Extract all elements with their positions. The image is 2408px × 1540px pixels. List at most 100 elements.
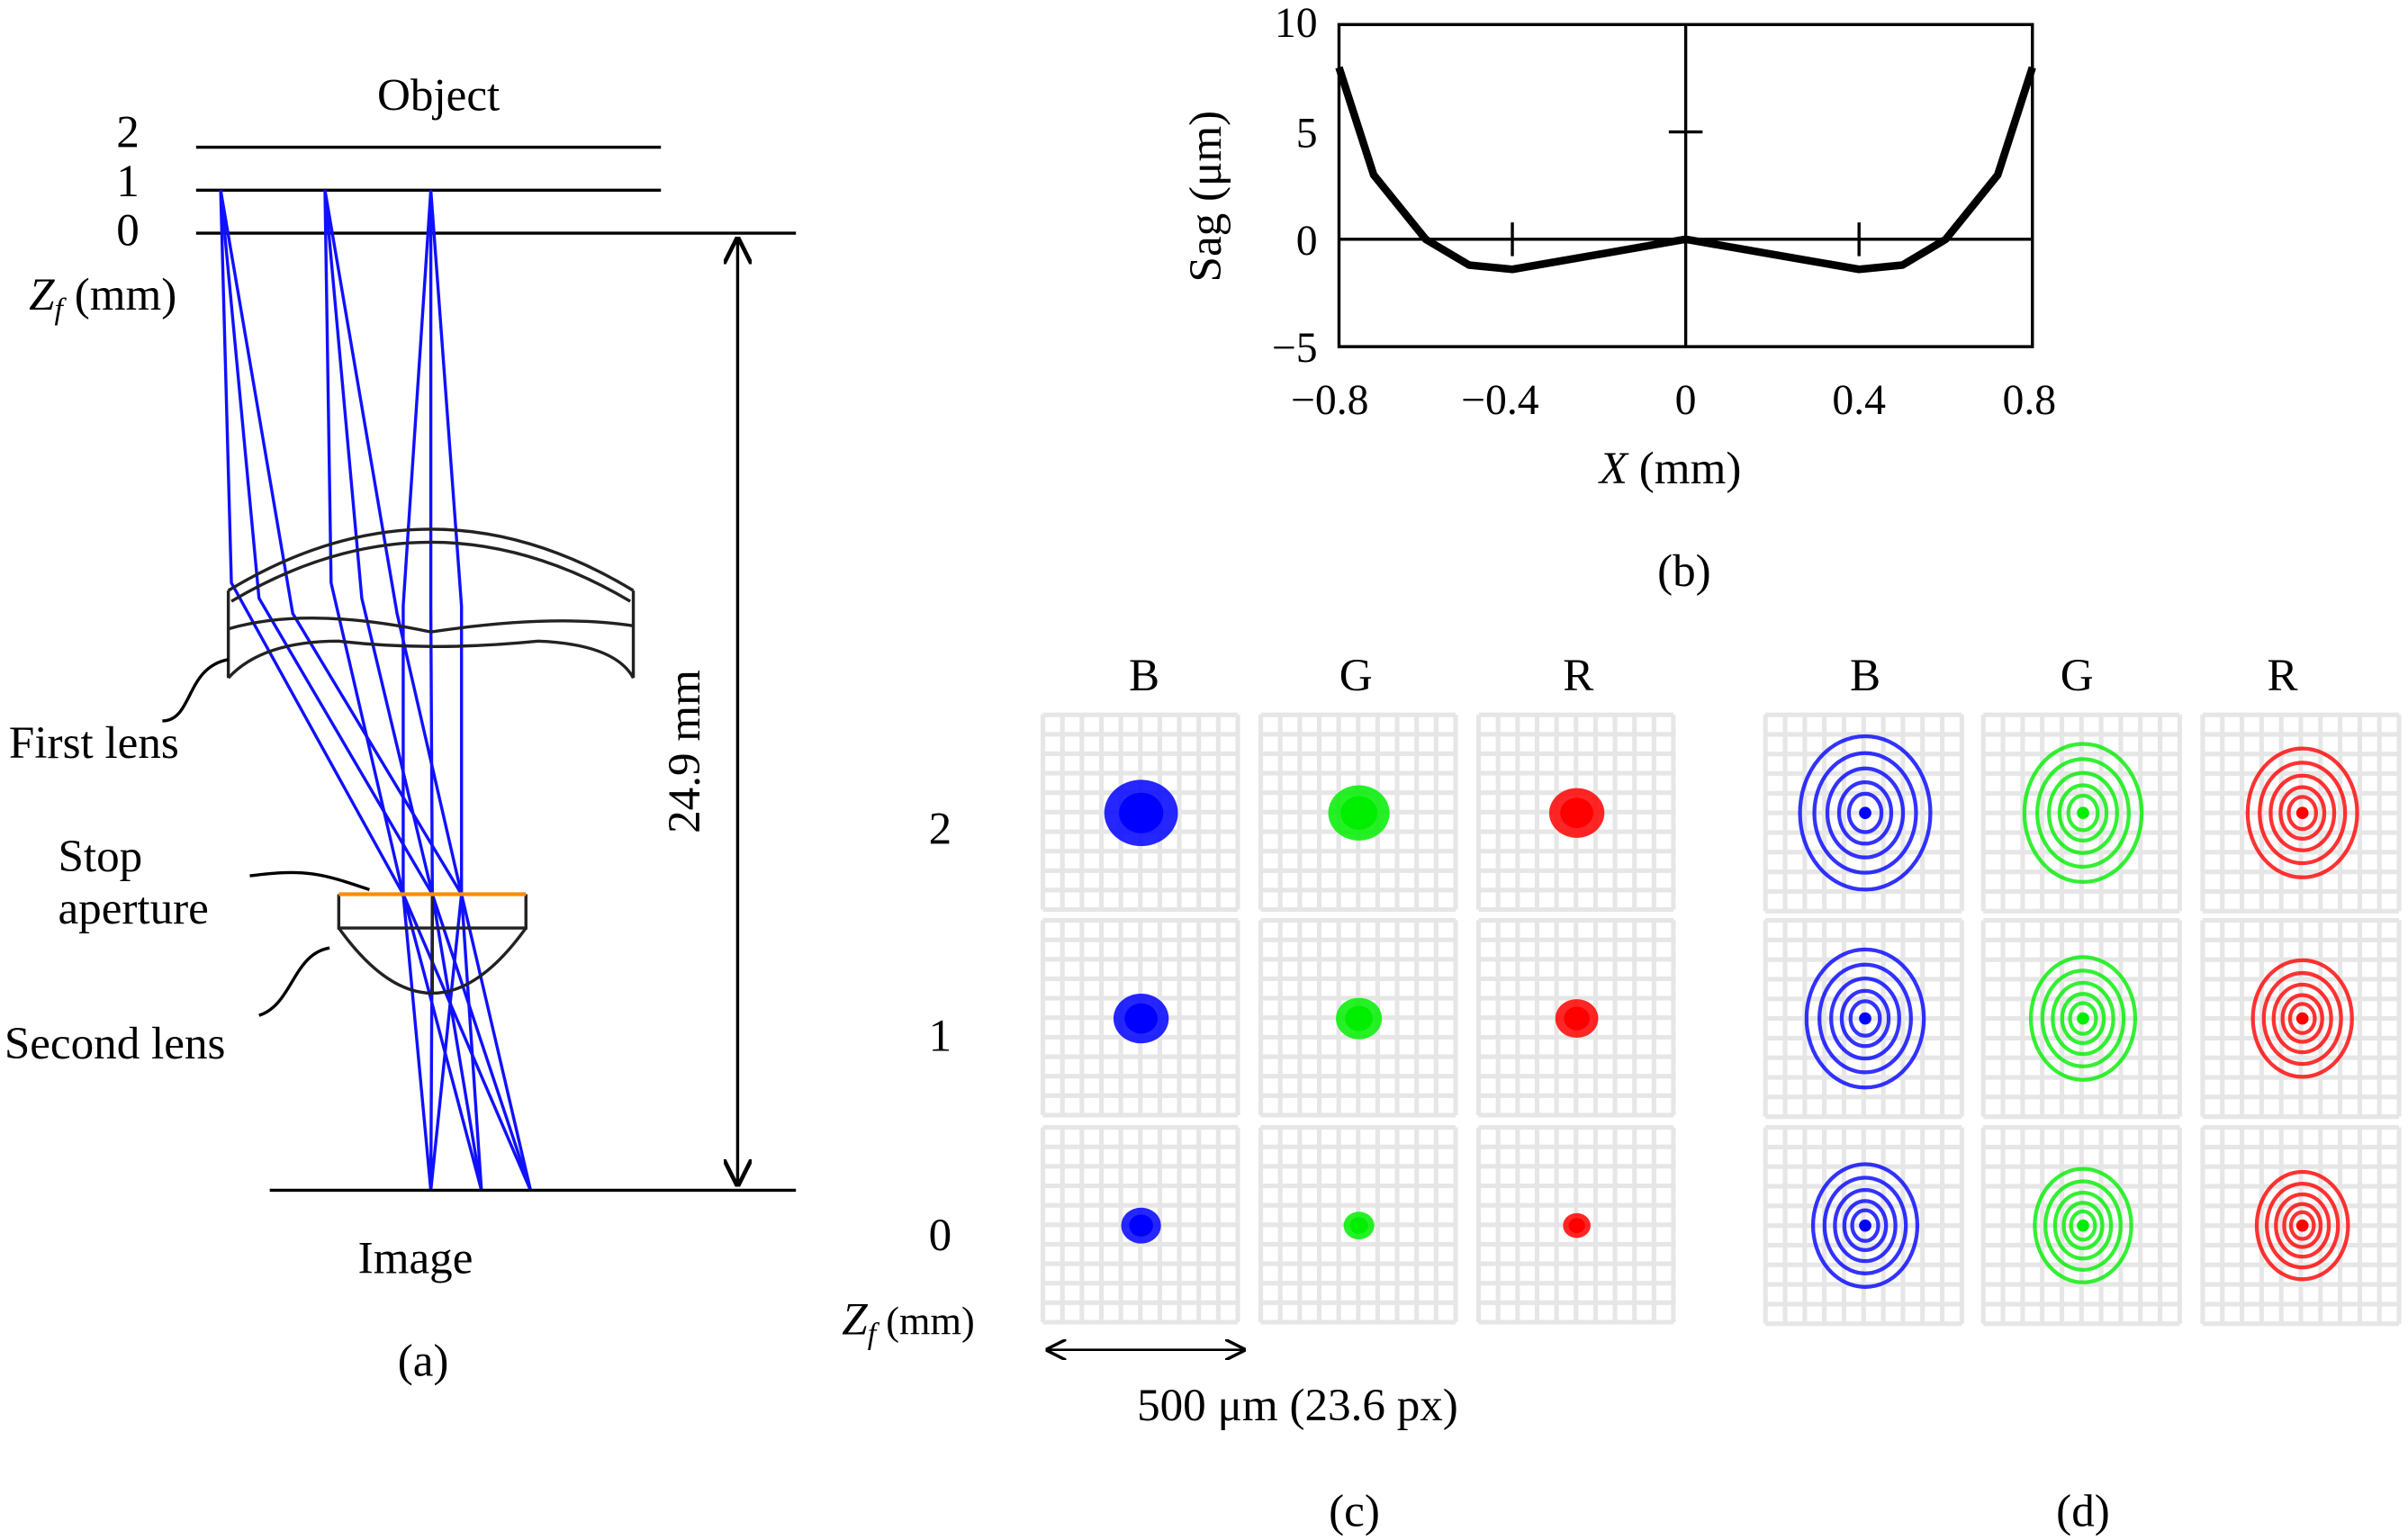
object-label: Object: [377, 70, 500, 122]
spot-core: [1349, 1217, 1368, 1235]
col-header-g-d: G: [2061, 650, 2094, 701]
ring: [2278, 785, 2327, 841]
col-header-g: G: [1339, 650, 1373, 701]
ring: [1829, 976, 1901, 1061]
light-ray: [428, 190, 435, 1191]
ring: [2043, 1179, 2123, 1272]
grid-cell: [2200, 1125, 2402, 1327]
x-tick-m04: −0.4: [1461, 376, 1539, 424]
ring: [1839, 988, 1891, 1049]
grid-cell: [1980, 1125, 2182, 1327]
grid-cell: [1763, 1125, 1964, 1327]
ring-grid-d: [1763, 712, 2402, 1327]
ring-center: [1859, 1219, 1871, 1232]
ring: [2047, 770, 2119, 855]
spot-core: [1119, 792, 1164, 833]
y-tick-10: 10: [1275, 0, 1318, 47]
spot-grid-c: [1041, 712, 1676, 1325]
col-header-b-d: B: [1850, 650, 1880, 701]
light-ray: [401, 190, 433, 1191]
light-ray: [323, 190, 483, 1191]
ring: [1825, 766, 1906, 860]
ring-center: [1859, 806, 1871, 820]
caption-a: (a): [398, 1336, 449, 1387]
spot-core: [1560, 797, 1594, 829]
grid-cell: [1258, 1125, 1458, 1325]
scale-label: 500 μm (23.6 px): [1137, 1380, 1458, 1431]
ring: [2265, 1181, 2340, 1270]
ring-center: [2077, 806, 2089, 820]
ring: [1798, 734, 1933, 892]
col-header-b: B: [1129, 650, 1159, 701]
ring: [2287, 1002, 2317, 1035]
ring: [2288, 1210, 2316, 1241]
first-lens: [226, 527, 636, 680]
image-label: Image: [358, 1232, 473, 1283]
sag-curve: [1335, 66, 2036, 274]
light-ray: [323, 190, 483, 1191]
spot-core: [1564, 1006, 1590, 1031]
zf-axis-label: Zf (mm): [29, 269, 176, 326]
ring: [1836, 780, 1894, 846]
grid-cell: [1980, 712, 2182, 914]
panel-b-sag-chart: 10 5 0 −5 −0.8 −0.4 0 0.4 0.8 X (mm) Sag…: [1180, 0, 2056, 597]
second-lens: [337, 894, 528, 995]
stop-leader: [249, 870, 370, 892]
x-axis-label: X (mm): [1598, 443, 1742, 494]
ring-center: [2295, 806, 2309, 820]
light-ray: [219, 190, 532, 1192]
ring-center: [2077, 1012, 2089, 1025]
light-ray: [323, 190, 483, 1191]
ring: [2286, 795, 2319, 832]
caption-d: (d): [2056, 1486, 2110, 1537]
ring: [1804, 947, 1926, 1090]
z-level-0: 0: [116, 205, 140, 257]
spot-core: [1124, 1003, 1159, 1034]
ring: [2250, 958, 2354, 1079]
ring: [2274, 1192, 2331, 1259]
ring: [1833, 1187, 1898, 1264]
first-lens-leader: [162, 658, 229, 723]
ring: [1850, 1208, 1880, 1243]
ring: [2028, 955, 2138, 1082]
ring: [2040, 968, 2126, 1068]
second-lens-label: Second lens: [5, 1018, 226, 1069]
ring: [2271, 982, 2333, 1055]
spot-core: [1340, 796, 1378, 830]
spot-core: [1568, 1218, 1585, 1234]
ring: [2280, 993, 2324, 1044]
grid-cell: [2200, 917, 2402, 1120]
ring: [1822, 1175, 1908, 1275]
ring: [1846, 791, 1884, 834]
grid-cell: [1041, 712, 1240, 913]
light-ray: [428, 190, 464, 1191]
ring: [2068, 1001, 2098, 1036]
ring: [2245, 746, 2359, 879]
ring: [1812, 751, 1918, 875]
caption-c: (c): [1329, 1486, 1380, 1537]
first-lens-label: First lens: [9, 717, 179, 769]
ring: [2254, 1169, 2350, 1282]
grid-cell: [1041, 1125, 1240, 1325]
ring: [2052, 1190, 2114, 1261]
ring-center: [2295, 1012, 2309, 1025]
ray-bundle: [219, 190, 533, 1192]
ring-center: [2077, 1219, 2089, 1232]
light-ray: [219, 190, 533, 1191]
ring: [2258, 761, 2348, 866]
ring: [1810, 1162, 1920, 1289]
spot-core: [1129, 1214, 1153, 1237]
ring: [2061, 1201, 2105, 1250]
zf-label-c: Zf (mm): [842, 1294, 974, 1351]
ring: [1842, 1199, 1889, 1253]
ring: [2057, 783, 2109, 843]
ring: [2268, 773, 2337, 852]
row-label-2: 2: [929, 803, 952, 854]
grid-cell: [1763, 917, 1964, 1120]
x-tick-04: 0.4: [1832, 376, 1886, 424]
z-level-2: 2: [116, 107, 140, 158]
x-tick-m08: −0.8: [1291, 376, 1369, 424]
spot-core: [1345, 1005, 1373, 1031]
row-label-1: 1: [929, 1010, 952, 1061]
